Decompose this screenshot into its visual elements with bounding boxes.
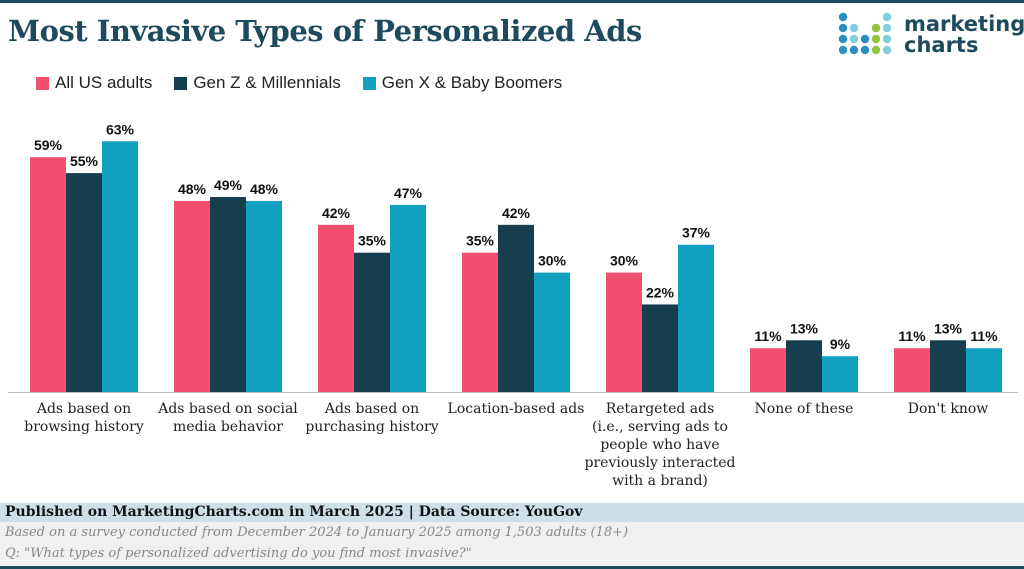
data-label: 55% [70,153,99,169]
data-label: 9% [830,336,851,352]
logo-line1: marketing [904,12,1024,36]
bottom-border [0,566,1024,569]
footer-question: Q: "What types of personalized advertisi… [5,546,472,561]
legend-label: Gen X & Baby Boomers [381,73,563,92]
data-label: 11% [970,328,998,344]
category-label: Retargeted ads [606,401,715,417]
legend-label: Gen Z & Millennials [193,73,341,92]
bar [966,348,1002,392]
legend-label: All US adults [55,73,153,92]
data-label: 37% [682,225,711,241]
category-label: Ads based on [36,401,131,417]
category-label: purchasing history [305,419,438,435]
chart-title: Most Invasive Types of Personalized Ads [8,14,642,48]
bar [66,173,102,392]
category-label: (i.e., serving ads to [592,419,728,435]
legend-swatch [36,76,49,90]
category-label: browsing history [24,419,144,435]
data-label: 47% [394,185,423,201]
legend-item-all-us-adults: All US adults [36,73,152,93]
data-label: 30% [538,253,567,269]
logo-dots-icon [838,12,892,55]
category-label: Don't know [908,401,989,417]
data-label: 11% [754,328,782,344]
legend-swatch [174,76,188,90]
data-label: 42% [502,205,531,221]
bar [750,348,786,392]
bar [534,272,570,392]
bar [318,224,354,392]
bar [498,224,534,392]
legend: All US adults Gen Z & Millennials Gen X … [36,73,562,93]
data-label: 48% [250,181,279,197]
footer-published: Published on MarketingCharts.com in Marc… [0,503,1024,522]
bar [894,348,930,392]
bar [822,356,858,392]
data-label: 11% [898,328,926,344]
data-label: 42% [322,205,351,221]
bar [102,141,138,392]
data-label: 35% [358,233,387,249]
category-label: previously interacted [585,455,736,471]
data-label: 30% [610,253,639,269]
bar [246,200,282,392]
bar [606,272,642,392]
bar [354,252,390,392]
category-label: with a brand) [612,473,708,489]
data-label: 59% [34,137,63,153]
legend-item-gen-x: Gen X & Baby Boomers [362,73,563,93]
bar-chart: 59% 55% 63% Ads based on browsing history 48%… [8,121,1018,489]
data-label: 13% [790,320,819,336]
footer-survey-note: Based on a survey conducted from Decembe… [5,525,629,540]
bar [390,204,426,392]
category-label: Location-based ads [448,401,585,417]
category-label: media behavior [173,419,283,435]
bar [678,244,714,392]
bar [462,252,498,392]
footer-notes: Based on a survey conducted from Decembe… [0,522,1024,567]
bar [174,200,210,392]
legend-item-gen-z: Gen Z & Millennials [174,73,341,93]
data-label: 35% [466,233,495,249]
data-label: 63% [106,121,135,137]
logo-line2: charts [904,33,979,57]
marketingcharts-logo: marketing charts [838,12,1024,58]
bar [30,157,66,392]
category-label: None of these [755,401,854,417]
category-label: people who have [600,437,719,453]
top-border [0,0,1024,3]
data-label: 22% [646,284,675,300]
data-label: 13% [934,320,963,336]
category-label: Ads based on [324,401,419,417]
bar [642,304,678,392]
bar [930,340,966,392]
category-label: Ads based on social [157,401,298,417]
bar [786,340,822,392]
legend-swatch [362,76,376,90]
data-label: 49% [214,177,243,193]
data-label: 48% [178,181,207,197]
bar [210,196,246,392]
